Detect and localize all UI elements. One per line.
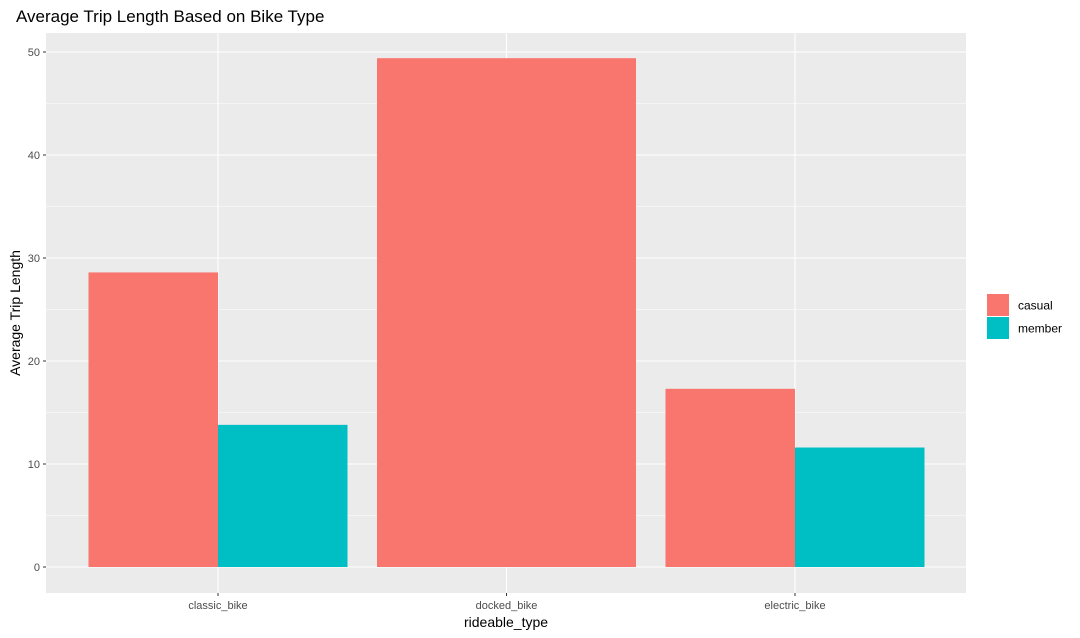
y-tick-label: 40 xyxy=(28,150,40,162)
bar-member-electric_bike xyxy=(795,447,925,567)
legend-key-member xyxy=(987,317,1009,339)
legend-label-member: member xyxy=(1018,322,1062,336)
x-tick-label: classic_bike xyxy=(188,600,247,612)
x-axis-title: rideable_type xyxy=(464,614,548,630)
y-tick-label: 20 xyxy=(28,356,40,368)
bar-member-classic_bike xyxy=(218,424,348,567)
y-tick-label: 30 xyxy=(28,253,40,265)
bar-casual-classic_bike xyxy=(88,272,218,567)
x-tick-label: electric_bike xyxy=(764,600,825,612)
bars xyxy=(88,58,925,568)
legend: casual member xyxy=(987,294,1062,339)
y-axis-title: Average Trip Length xyxy=(7,250,23,376)
y-tick-label: 0 xyxy=(34,562,40,574)
y-axis-ticks: 0 10 20 30 40 50 xyxy=(28,47,46,574)
bar-casual-docked_bike xyxy=(377,58,636,568)
x-tick-label: docked_bike xyxy=(476,600,538,612)
y-tick-label: 50 xyxy=(28,47,40,59)
legend-label-casual: casual xyxy=(1018,299,1053,313)
x-axis-ticks: classic_bike docked_bike electric_bike xyxy=(188,593,826,612)
bar-casual-electric_bike xyxy=(665,388,795,567)
chart-title: Average Trip Length Based on Bike Type xyxy=(16,7,324,26)
legend-key-casual xyxy=(987,294,1009,316)
y-tick-label: 10 xyxy=(28,459,40,471)
